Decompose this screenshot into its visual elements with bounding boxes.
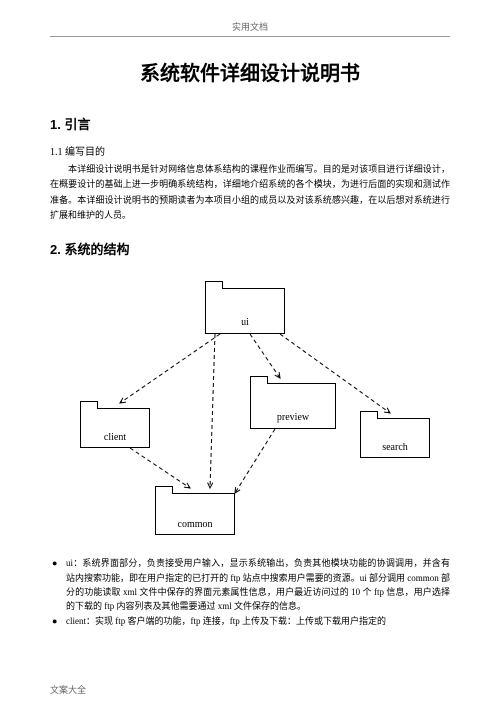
section-1-heading: 1. 引言: [50, 114, 450, 133]
package-tab-icon: [80, 401, 98, 409]
package-tab-icon: [250, 376, 268, 384]
architecture-diagram: ui preview client search common: [50, 268, 450, 548]
package-common: common: [155, 493, 235, 535]
bullet-icon: ●: [50, 556, 66, 614]
subsection-1-1-heading: 1.1 编写目的: [50, 143, 450, 158]
package-search: search: [360, 418, 430, 458]
page-footer: 文案大全: [50, 683, 86, 696]
bullet-icon: ●: [50, 614, 66, 628]
package-label: client: [81, 432, 149, 443]
page-header: 实用文档: [50, 20, 450, 36]
package-label: ui: [206, 317, 284, 328]
package-label: preview: [251, 412, 335, 423]
package-tab-icon: [360, 411, 378, 419]
package-tab-icon: [205, 281, 223, 289]
list-item: ●client：实现 ftp 客户端的功能，ftp 连接，ftp 上传及下载：上…: [50, 614, 450, 628]
page-content: 实用文档 系统软件详细设计说明书 1. 引言 1.1 编写目的 本详细设计说明书…: [0, 0, 500, 638]
bullet-list: ●ui：系统界面部分，负责接受用户输入，显示系统输出，负责其他模块功能的协调调用…: [50, 556, 450, 628]
list-item-text: ui：系统界面部分，负责接受用户输入，显示系统输出，负责其他模块功能的协调调用，…: [66, 556, 450, 614]
list-item: ●ui：系统界面部分，负责接受用户输入，显示系统输出，负责其他模块功能的协调调用…: [50, 556, 450, 614]
list-item-text: client：实现 ftp 客户端的功能，ftp 连接，ftp 上传及下载：上传…: [66, 614, 450, 628]
package-tab-icon: [155, 486, 173, 494]
document-title: 系统软件详细设计说明书: [50, 57, 450, 86]
package-label: common: [156, 519, 234, 530]
package-preview: preview: [250, 383, 336, 429]
package-label: search: [361, 442, 429, 453]
package-ui: ui: [205, 288, 285, 334]
section-1-body: 本详细设计说明书是针对网络信息体系结构的课程作业而编写。目的是对该项目进行详细设…: [50, 162, 450, 223]
section-2-heading: 2. 系统的结构: [50, 239, 450, 258]
package-client: client: [80, 408, 150, 448]
header-rule: [50, 36, 450, 37]
